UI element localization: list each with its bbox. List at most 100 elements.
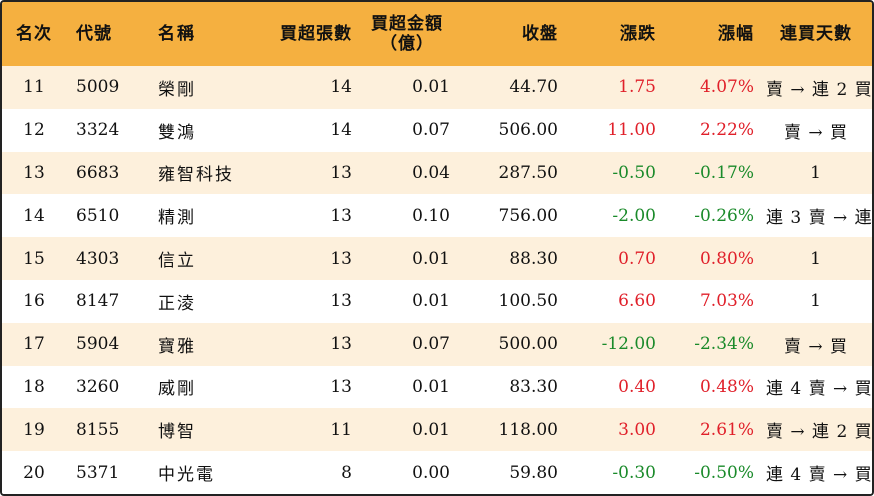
cell-rank: 15: [23, 248, 45, 269]
cell-change: -12.00: [601, 334, 656, 355]
cell-days: 1: [810, 248, 822, 269]
cell-pct: 0.80%: [699, 248, 754, 269]
cell-change: -0.30: [612, 462, 656, 483]
cell-name: 威剛: [158, 379, 196, 400]
cell-amount: 0.10: [412, 205, 450, 226]
cell-name: 雍智科技: [158, 165, 234, 186]
cell-amount: 0.01: [412, 248, 450, 269]
table-row: 17 5904 寶雅 13 0.07 500.00 -12.00 -2.34% …: [2, 322, 872, 366]
cell-close: 756.00: [498, 205, 558, 226]
table-row: 20 5371 中光電 8 0.00 59.80 -0.30 -0.50% 連 …: [2, 451, 872, 494]
cell-amount: 0.07: [412, 334, 450, 355]
cell-pct: -0.50%: [694, 462, 754, 483]
cell-pct: -2.34%: [694, 334, 754, 355]
cell-name: 博智: [158, 422, 196, 443]
cell-code: 3324: [76, 120, 120, 141]
header-pct: 漲幅: [718, 24, 754, 44]
cell-lots: 14: [330, 77, 352, 98]
cell-rank: 17: [23, 334, 45, 355]
cell-change: 3.00: [618, 419, 656, 440]
table-row: 13 6683 雍智科技 13 0.04 287.50 -0.50 -0.17%…: [2, 151, 872, 195]
cell-amount: 0.07: [412, 120, 450, 141]
cell-pct: -0.17%: [694, 162, 754, 183]
header-change: 漲跌: [620, 24, 656, 44]
cell-days: 賣 → 連 2 買: [766, 79, 873, 100]
cell-rank: 11: [23, 77, 45, 98]
table-row: 14 6510 精測 13 0.10 756.00 -2.00 -0.26% 連…: [2, 194, 873, 238]
cell-days: 1: [810, 162, 822, 183]
cell-rank: 14: [23, 205, 45, 226]
cell-change: 6.60: [618, 291, 656, 312]
cell-close: 118.00: [498, 419, 558, 440]
cell-name: 雙鴻: [158, 122, 196, 143]
cell-name: 正淩: [158, 293, 196, 314]
cell-days: 連 3 賣 → 連 3 買: [766, 208, 873, 229]
cell-close: 88.30: [509, 248, 558, 269]
cell-lots: 13: [330, 162, 352, 183]
table-row: 18 3260 威剛 13 0.01 83.30 0.40 0.48% 連 4 …: [2, 365, 873, 409]
cell-rank: 18: [23, 376, 45, 397]
cell-code: 6510: [76, 205, 120, 226]
cell-amount: 0.01: [412, 376, 450, 397]
cell-days: 賣 → 買: [783, 336, 849, 357]
cell-change: 1.75: [618, 77, 656, 98]
cell-amount: 0.01: [412, 77, 450, 98]
cell-lots: 11: [330, 419, 352, 440]
header-rank: 名次: [16, 24, 52, 44]
cell-amount: 0.01: [412, 419, 450, 440]
cell-lots: 8: [341, 462, 352, 483]
cell-code: 3260: [76, 376, 120, 397]
cell-name: 中光電: [158, 465, 215, 486]
header-amount-line2: （億）: [380, 34, 434, 54]
table-row: 12 3324 雙鴻 14 0.07 506.00 11.00 2.22% 賣 …: [2, 108, 872, 152]
cell-rank: 16: [23, 291, 45, 312]
cell-close: 100.50: [498, 291, 558, 312]
cell-pct: 2.61%: [699, 419, 754, 440]
cell-pct: 7.03%: [699, 291, 754, 312]
cell-pct: 0.48%: [699, 376, 754, 397]
cell-code: 5904: [76, 334, 120, 355]
cell-pct: -0.26%: [694, 205, 754, 226]
cell-days: 賣 → 買: [783, 122, 849, 143]
cell-change: -2.00: [612, 205, 656, 226]
cell-rank: 20: [23, 462, 45, 483]
cell-close: 83.30: [509, 376, 558, 397]
cell-close: 287.50: [498, 162, 558, 183]
cell-close: 44.70: [509, 77, 558, 98]
cell-code: 8155: [76, 419, 120, 440]
header-days: 連買天數: [780, 24, 852, 44]
cell-lots: 13: [330, 291, 352, 312]
table-header-row: 名次 代號 名稱 買超張數 買超金額 （億） 收盤 漲跌 漲幅 連買天數: [2, 2, 872, 66]
cell-lots: 13: [330, 205, 352, 226]
cell-amount: 0.00: [412, 462, 450, 483]
table-row: 19 8155 博智 11 0.01 118.00 3.00 2.61% 賣 →…: [2, 408, 873, 452]
cell-name: 信立: [158, 251, 196, 272]
cell-days: 賣 → 連 2 買: [766, 422, 873, 443]
cell-code: 5009: [76, 77, 120, 98]
cell-change: 0.70: [618, 248, 656, 269]
cell-lots: 13: [330, 334, 352, 355]
cell-amount: 0.01: [412, 291, 450, 312]
cell-amount: 0.04: [412, 162, 450, 183]
cell-days: 連 4 賣 → 買: [766, 465, 873, 486]
cell-lots: 13: [330, 248, 352, 269]
cell-name: 寶雅: [158, 336, 196, 357]
header-amount: 買超金額 （億）: [358, 2, 456, 66]
table-row: 16 8147 正淩 13 0.01 100.50 6.60 7.03% 1: [2, 279, 872, 323]
cell-pct: 2.22%: [699, 120, 754, 141]
cell-rank: 19: [23, 419, 45, 440]
header-close: 收盤: [522, 24, 558, 44]
cell-pct: 4.07%: [699, 77, 754, 98]
cell-code: 5371: [76, 462, 120, 483]
cell-change: 0.40: [618, 376, 656, 397]
header-amount-line1: 買超金額: [371, 14, 443, 34]
header-code: 代號: [76, 24, 112, 44]
cell-close: 59.80: [509, 462, 558, 483]
cell-name: 榮剛: [158, 79, 196, 100]
table-row: 15 4303 信立 13 0.01 88.30 0.70 0.80% 1: [2, 237, 872, 280]
cell-name: 精測: [158, 208, 196, 229]
cell-days: 連 4 賣 → 買: [766, 379, 873, 400]
cell-change: -0.50: [612, 162, 656, 183]
